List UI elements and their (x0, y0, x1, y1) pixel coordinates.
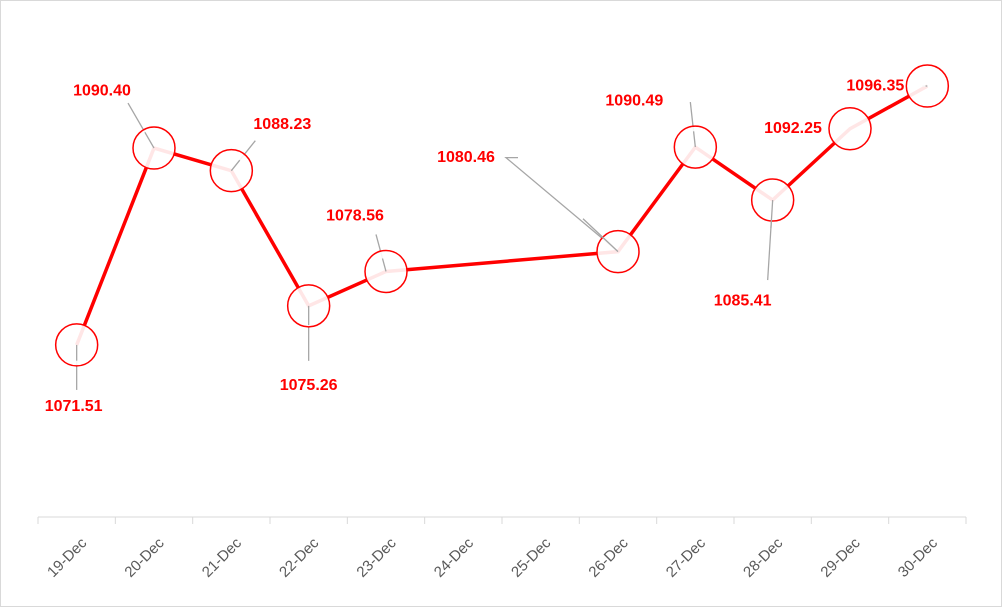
leader-line (144, 131, 155, 149)
data-label: 1078.56 (326, 208, 384, 225)
marker (828, 107, 872, 151)
leader-line (582, 218, 619, 253)
data-label: 1096.35 (846, 77, 904, 94)
line (75, 84, 929, 346)
leader-line (381, 258, 387, 272)
leader-line (770, 200, 774, 229)
data-label: 1080.46 (437, 149, 495, 166)
leader-line (504, 157, 619, 253)
data-label: 1090.40 (73, 82, 131, 99)
leader-line (230, 159, 241, 172)
data-label: 1085.41 (714, 292, 772, 309)
leader-line (692, 131, 696, 148)
data-label: 1075.26 (280, 377, 338, 394)
data-label: 1090.49 (605, 92, 663, 109)
data-label: 1088.23 (253, 116, 311, 133)
data-label: 1092.25 (764, 120, 822, 137)
data-label: 1071.51 (45, 398, 103, 415)
